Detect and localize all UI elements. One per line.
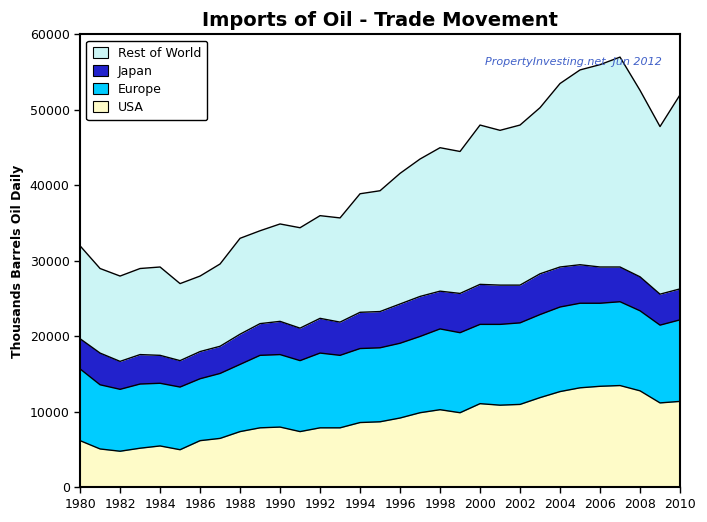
Legend: Rest of World, Japan, Europe, USA: Rest of World, Japan, Europe, USA — [86, 41, 207, 120]
Text: PropertyInvesting.net  Jun 2012: PropertyInvesting.net Jun 2012 — [485, 57, 662, 67]
Y-axis label: Thousands Barrels Oil Daily: Thousands Barrels Oil Daily — [11, 164, 24, 358]
Title: Imports of Oil - Trade Movement: Imports of Oil - Trade Movement — [202, 11, 558, 30]
